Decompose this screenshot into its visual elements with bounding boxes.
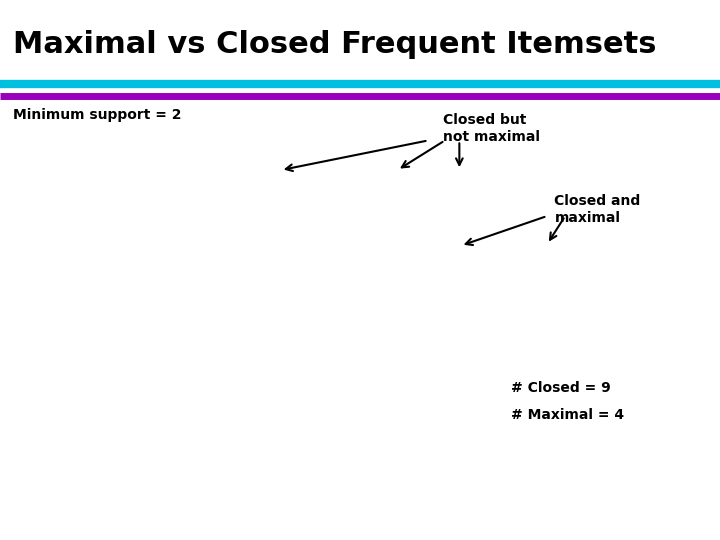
Text: Minimum support = 2: Minimum support = 2 [13,108,181,122]
Text: # Maximal = 4: # Maximal = 4 [511,408,624,422]
Text: # Closed = 9: # Closed = 9 [511,381,611,395]
Text: Maximal vs Closed Frequent Itemsets: Maximal vs Closed Frequent Itemsets [13,30,657,59]
Text: Closed but
not maximal: Closed but not maximal [443,113,540,144]
Text: Closed and
maximal: Closed and maximal [554,194,641,225]
